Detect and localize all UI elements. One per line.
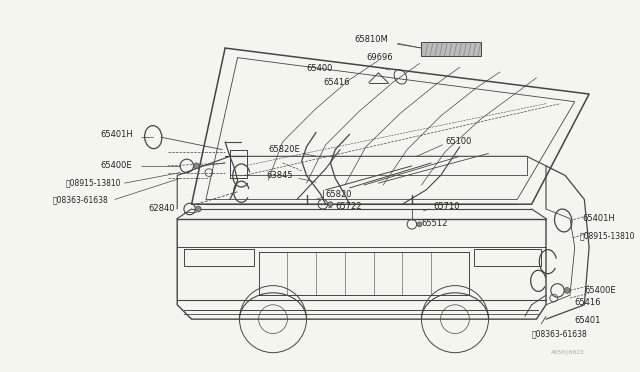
- Text: 65820E: 65820E: [268, 145, 300, 154]
- Circle shape: [564, 288, 570, 293]
- Text: 65820: 65820: [326, 190, 352, 199]
- Text: 65810M: 65810M: [355, 35, 388, 44]
- Text: 63845: 63845: [266, 171, 293, 180]
- Circle shape: [328, 202, 333, 206]
- Text: 65400: 65400: [307, 64, 333, 73]
- Text: Ⓢ08363-61638: Ⓢ08363-61638: [52, 195, 108, 204]
- Circle shape: [417, 222, 422, 227]
- Text: 65401: 65401: [575, 315, 601, 325]
- Text: Ⓢ08363-61638: Ⓢ08363-61638: [532, 329, 588, 338]
- Text: 65722: 65722: [335, 202, 362, 211]
- Text: 65416: 65416: [324, 78, 350, 87]
- Bar: [422, 42, 481, 56]
- Text: 65100: 65100: [445, 137, 472, 147]
- Text: 69696: 69696: [366, 53, 392, 62]
- Text: 65401H: 65401H: [582, 214, 615, 223]
- Circle shape: [193, 163, 199, 169]
- Circle shape: [195, 206, 201, 212]
- Text: Ⓥ08915-13810: Ⓥ08915-13810: [580, 231, 635, 240]
- Text: Ⓥ08915-13810: Ⓥ08915-13810: [65, 179, 120, 187]
- Text: 65400E: 65400E: [584, 286, 616, 295]
- Text: 65710: 65710: [433, 202, 460, 211]
- Text: A650|0023: A650|0023: [551, 349, 584, 355]
- Text: 65400E: 65400E: [100, 161, 132, 170]
- Text: 65416: 65416: [575, 298, 601, 307]
- Text: 65512: 65512: [422, 219, 448, 228]
- Text: 62840: 62840: [148, 205, 175, 214]
- Text: 65401H: 65401H: [100, 130, 133, 139]
